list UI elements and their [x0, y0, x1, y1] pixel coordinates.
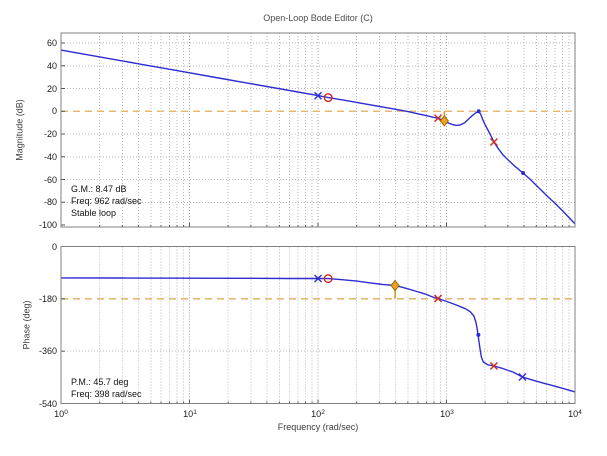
y-tick-label: -20 [43, 129, 57, 139]
phase-margin-frequency: Freq: 398 rad/sec [71, 389, 142, 399]
magnitude-bode-axes-border [60, 32, 576, 228]
plant-pole-marker [314, 274, 322, 283]
phase-margin-marker[interactable] [390, 279, 400, 292]
compensator-pole-marker[interactable] [489, 137, 498, 146]
compensator-pole-marker[interactable] [489, 361, 498, 370]
y-tick-label: -100 [38, 220, 57, 230]
plant-pole-marker [521, 171, 526, 176]
figure-title: Open-Loop Bode Editor (C) [263, 13, 373, 23]
x-tick-label: 100 [54, 409, 68, 419]
y-tick-label: -540 [38, 399, 57, 409]
gain-margin-marker[interactable] [439, 115, 449, 127]
plant-pole-marker [314, 91, 322, 100]
y-tick-label: 20 [46, 84, 57, 94]
phase-bode-axes-border [60, 246, 576, 404]
plant-pole-marker [476, 332, 481, 337]
plant-pole-marker [518, 373, 527, 382]
y-tick-label: 0 [51, 242, 57, 252]
compensator-pole-marker[interactable] [434, 294, 443, 303]
x-tick-label: 101 [183, 409, 197, 419]
gain-margin-frequency: Freq: 962 rad/sec [71, 196, 142, 206]
y-tick-label: 0 [51, 106, 57, 116]
x-tick-label: 104 [568, 409, 582, 419]
phase-margin-annotation: P.M.: 45.7 deg Freq: 398 rad/sec [71, 376, 142, 400]
x-tick-label: 103 [440, 409, 454, 419]
stability-status: Stable loop [71, 208, 117, 218]
open-loop-phase-curve[interactable] [60, 277, 576, 393]
compensator-zero-marker[interactable] [323, 93, 333, 103]
phase-axis-label: Phase (deg) [21, 300, 32, 350]
y-tick-label: -40 [43, 152, 57, 162]
phase-margin-value: P.M.: 45.7 deg [71, 377, 129, 387]
frequency-axis-label: Frequency (rad/sec) [277, 422, 359, 432]
y-tick-label: -180 [38, 294, 57, 304]
gain-margin-annotation: G.M.: 8.47 dB Freq: 962 rad/sec Stable l… [71, 183, 142, 219]
y-tick-label: -80 [43, 197, 57, 207]
gain-margin-value: G.M.: 8.47 dB [71, 184, 127, 194]
compensator-zero-marker[interactable] [323, 274, 333, 284]
y-tick-label: -360 [38, 346, 57, 356]
x-tick-label: 102 [311, 409, 325, 419]
y-tick-label: 60 [46, 38, 57, 48]
open-loop-magnitude-curve[interactable] [60, 49, 576, 225]
y-tick-label: -60 [43, 175, 57, 185]
y-tick-label: 40 [46, 61, 57, 71]
plant-pole-marker [476, 109, 481, 114]
